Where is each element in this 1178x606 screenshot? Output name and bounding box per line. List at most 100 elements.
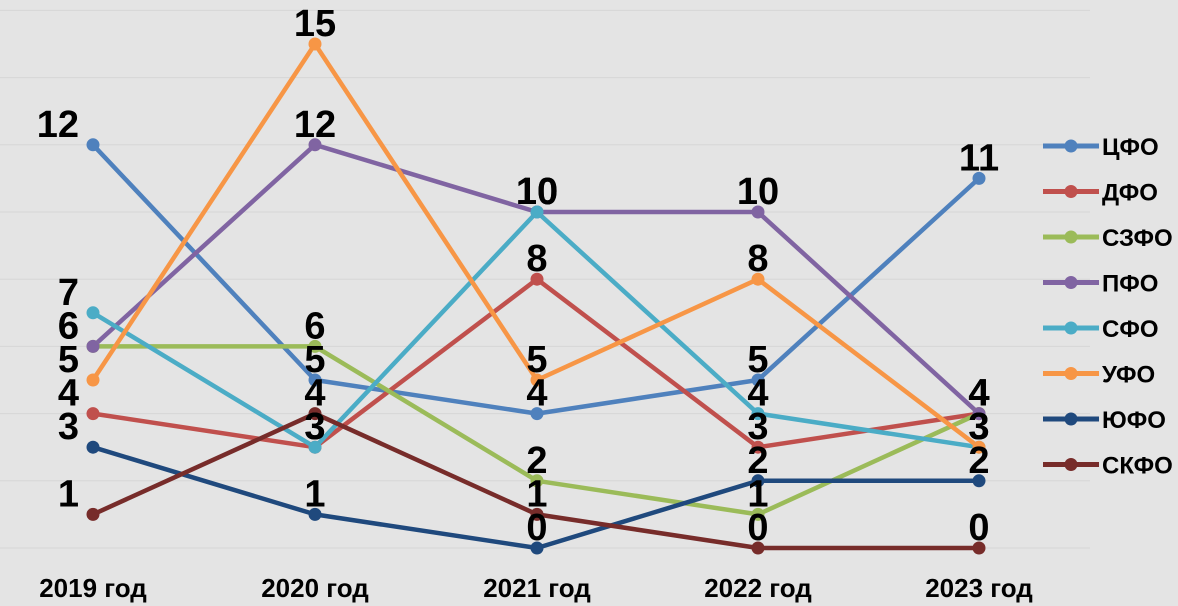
x-tick-label: 2022 год xyxy=(704,573,812,603)
data-label: 4 xyxy=(968,373,989,415)
data-label: 10 xyxy=(516,171,558,213)
x-axis-tick-labels: 2019 год 2020 год 2021 год 2022 год 2023 год xyxy=(39,573,1033,603)
data-point xyxy=(972,541,986,555)
data-point xyxy=(530,373,544,387)
data-label: 4 xyxy=(58,373,79,415)
x-tick-label: 2021 год xyxy=(483,573,591,603)
data-point xyxy=(86,507,100,521)
data-point xyxy=(308,507,322,521)
x-tick-label: 2019 год xyxy=(39,573,147,603)
data-label: 2 xyxy=(747,440,768,482)
data-point xyxy=(751,205,765,219)
data-point xyxy=(751,541,765,555)
data-label: 3 xyxy=(58,406,79,448)
data-point xyxy=(530,474,544,488)
data-point xyxy=(308,407,322,421)
data-label: 4 xyxy=(526,373,547,415)
data-label: 5 xyxy=(747,339,768,381)
data-label: 15 xyxy=(294,3,336,45)
legend-label: СЗФО xyxy=(1102,225,1173,252)
data-points xyxy=(86,37,986,555)
data-label: 8 xyxy=(747,238,768,280)
data-label: 0 xyxy=(747,507,768,549)
legend-marker xyxy=(1064,458,1078,471)
data-label: 10 xyxy=(737,171,779,213)
data-point xyxy=(751,474,765,488)
data-label: 6 xyxy=(58,305,79,347)
data-label: 3 xyxy=(968,406,989,448)
data-label: 1 xyxy=(58,473,79,515)
data-label: 1 xyxy=(526,473,547,515)
data-point xyxy=(751,373,765,387)
legend-item: СЗФО xyxy=(1043,225,1173,252)
data-point xyxy=(86,138,100,152)
data-point xyxy=(751,407,765,421)
data-point xyxy=(751,272,765,286)
data-label: 5 xyxy=(526,339,547,381)
data-label: 1 xyxy=(304,473,325,515)
data-label: 2 xyxy=(968,440,989,482)
data-point xyxy=(530,205,544,219)
data-label: 12 xyxy=(294,104,336,146)
legend-item: ЮФО xyxy=(1043,407,1166,434)
data-label: 8 xyxy=(526,238,547,280)
data-label: 10 xyxy=(516,171,558,213)
data-label: 6 xyxy=(304,305,325,347)
legend-item: ПФО xyxy=(1043,271,1158,298)
data-point xyxy=(972,407,986,421)
data-point xyxy=(308,138,322,152)
data-point xyxy=(308,37,322,51)
x-tick-label: 2023 год xyxy=(925,573,1033,603)
legend-marker xyxy=(1064,276,1078,289)
data-label: 5 xyxy=(304,339,325,381)
data-point xyxy=(308,339,322,353)
legend-marker xyxy=(1064,185,1078,198)
data-label: 12 xyxy=(37,104,79,146)
data-point xyxy=(308,440,322,454)
legend-marker xyxy=(1064,321,1078,335)
data-label: 2 xyxy=(526,440,547,482)
legend-label: СКФО xyxy=(1102,453,1173,480)
legend-label: УФО xyxy=(1102,362,1155,389)
x-tick-label: 2020 год xyxy=(261,573,369,603)
data-label: 3 xyxy=(304,406,325,448)
data-point xyxy=(86,440,100,454)
data-label: 11 xyxy=(959,137,999,179)
legend-label: СФО xyxy=(1102,316,1158,343)
legend-marker xyxy=(1064,367,1078,380)
legend-label: ДФО xyxy=(1102,180,1158,207)
legend-label: ЮФО xyxy=(1102,407,1166,434)
data-label: 7 xyxy=(58,272,79,314)
data-label: 3 xyxy=(968,406,989,448)
legend-marker xyxy=(1064,139,1078,153)
data-label: 4 xyxy=(304,373,325,415)
data-point xyxy=(972,171,986,185)
data-point xyxy=(972,440,986,454)
data-label: 4 xyxy=(968,373,989,415)
data-point xyxy=(530,507,544,521)
data-label: 6 xyxy=(58,305,79,347)
legend-marker xyxy=(1064,412,1078,426)
legend-item: ЦФО xyxy=(1043,134,1159,161)
data-label: 4 xyxy=(747,373,768,415)
legend-item: УФО xyxy=(1043,362,1155,389)
data-label: 1 xyxy=(747,473,768,515)
data-point xyxy=(530,272,544,286)
legend: ЦФО ДФО СЗФО ПФО СФО УФО ЮФО СКФО xyxy=(1043,134,1173,480)
data-point xyxy=(751,507,765,521)
data-point xyxy=(86,407,100,421)
data-label: 3 xyxy=(747,406,768,448)
data-point xyxy=(972,474,986,488)
data-label: 0 xyxy=(968,507,989,549)
legend-item: ДФО xyxy=(1043,180,1158,207)
legend-marker xyxy=(1064,230,1078,244)
legend-label: ЦФО xyxy=(1102,134,1159,161)
data-point xyxy=(86,306,100,320)
data-point xyxy=(86,339,100,353)
legend-label: ПФО xyxy=(1102,271,1158,298)
data-point xyxy=(530,407,544,421)
data-point xyxy=(530,541,544,555)
data-label: 0 xyxy=(526,507,547,549)
